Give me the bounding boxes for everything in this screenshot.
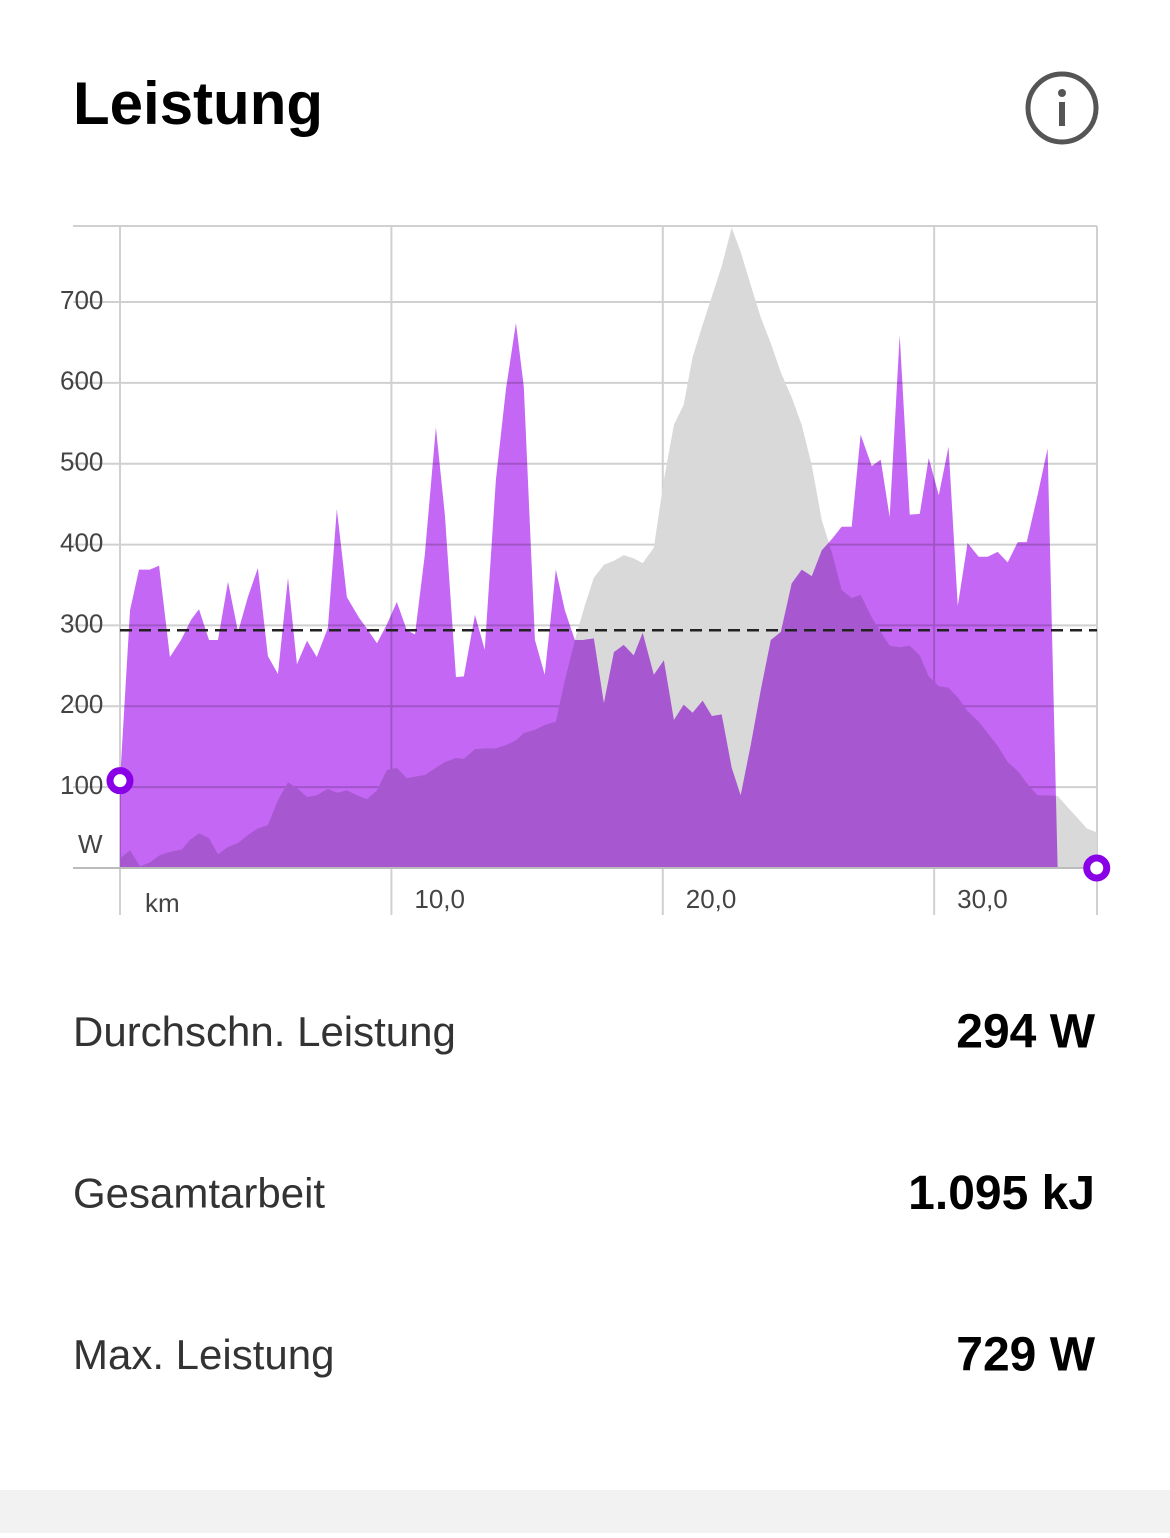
title: Leistung [73,70,323,137]
stat-value: 729 W [956,1329,1095,1382]
x-tick-label: 10,0 [414,884,465,914]
stat-value: 294 W [956,1006,1095,1059]
stat-label: Gesamtarbeit [73,1170,325,1217]
x-axis-label: km [145,888,180,918]
stat-label: Durchschn. Leistung [73,1008,456,1055]
bottom-band [0,1490,1170,1533]
info-stem[interactable] [1059,102,1065,126]
point-marker [106,767,134,795]
y-tick-label: 200 [60,689,103,719]
info-dot[interactable] [1058,89,1066,97]
y-tick-label: 500 [60,447,103,477]
y-tick-label: 600 [60,366,103,396]
chart: 100 200 300 400 500 600 700 10,0 20,0 30,0 km W [60,225,1111,918]
info-button[interactable] [1025,71,1099,145]
x-tick-label: 30,0 [957,884,1008,914]
x-tick-label: 20,0 [686,884,737,914]
y-tick-label: 300 [60,608,103,638]
info-icon[interactable] [1025,71,1099,145]
y-tick-label: 100 [60,770,103,800]
y-axis-label: W [78,829,103,859]
y-tick-label: 400 [60,527,103,557]
stat-value: 1.095 kJ [908,1167,1095,1220]
stat-label: Max. Leistung [73,1331,334,1378]
point-marker [1083,854,1111,882]
stats: Durchschn. Leistung 294 W Gesamtarbeit 1.09… [73,1006,1096,1382]
area [120,323,1097,868]
y-tick-label: 700 [60,285,103,315]
